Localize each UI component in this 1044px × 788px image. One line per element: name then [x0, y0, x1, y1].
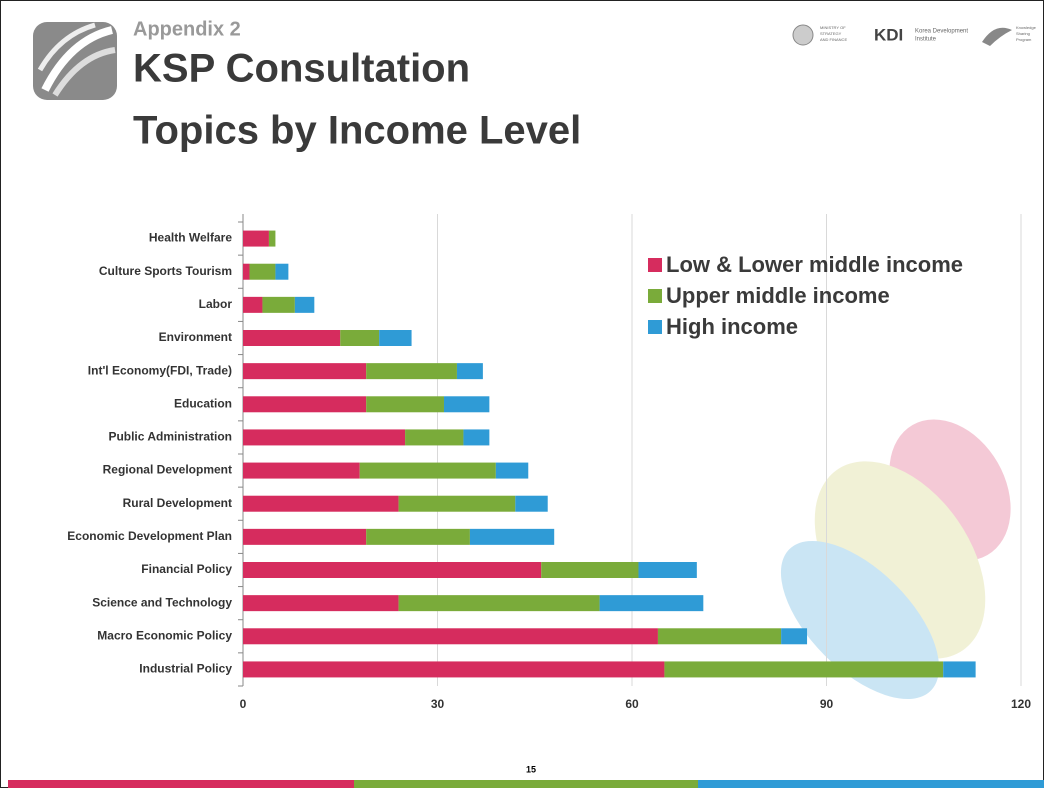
bar-segment	[275, 264, 288, 280]
y-tick-label: Int'l Economy(FDI, Trade)	[88, 363, 232, 377]
bar-segment	[541, 562, 638, 578]
ministry-emblem	[793, 25, 813, 45]
logo-text: Knowledge	[1016, 25, 1037, 30]
legend-swatch	[648, 289, 662, 303]
y-tick-label: Public Administration	[108, 430, 232, 444]
logo-text: Institute	[915, 37, 937, 43]
bar-segment	[515, 496, 547, 512]
bar-segment	[379, 330, 411, 346]
bar-segment	[360, 463, 496, 479]
bar-segment	[457, 363, 483, 379]
bar-segment	[781, 628, 807, 644]
y-tick-label: Health Welfare	[149, 231, 232, 245]
section-label: Appendix 2	[133, 18, 241, 40]
bar-segment	[600, 595, 704, 611]
bar-segment	[243, 297, 262, 313]
bar-segment	[243, 463, 360, 479]
bar-segment	[243, 529, 366, 545]
title-line: Topics by Income Level	[133, 109, 581, 153]
x-tick-label: 60	[625, 697, 639, 711]
bar-segment	[658, 628, 781, 644]
y-tick-label: Financial Policy	[141, 562, 232, 576]
bar-segment	[243, 396, 366, 412]
bar-segment	[262, 297, 294, 313]
bar-segment	[399, 595, 600, 611]
footer-strip	[354, 780, 698, 788]
bar-segment	[340, 330, 379, 346]
bar-segment	[399, 496, 516, 512]
y-tick-label: Labor	[199, 297, 233, 311]
bar-segment	[243, 429, 405, 445]
bar-segment	[243, 496, 399, 512]
bar-segment	[243, 595, 399, 611]
y-tick-label: Education	[174, 396, 232, 410]
bar-segment	[249, 264, 275, 280]
bar-segment	[444, 396, 489, 412]
legend-label: Low & Lower middle income	[666, 252, 963, 277]
bar-segment	[243, 363, 366, 379]
page-number: 15	[526, 764, 536, 774]
bar-segment	[243, 330, 340, 346]
legend-label: High income	[666, 314, 798, 339]
legend-swatch	[648, 258, 662, 272]
y-tick-label: Science and Technology	[92, 595, 232, 609]
x-tick-label: 0	[240, 697, 247, 711]
bar-segment	[638, 562, 696, 578]
logo-icon	[33, 22, 117, 100]
logo-text: Sharing	[1016, 31, 1030, 36]
footer-strip	[8, 780, 354, 788]
page: Appendix 2 KSP Consultation Topics by In…	[0, 0, 1044, 788]
bar-segment	[943, 661, 975, 677]
logo-text: STRATEGY	[820, 31, 842, 36]
bar-segment	[295, 297, 314, 313]
bar-segment	[243, 562, 541, 578]
bar-segment	[243, 231, 269, 247]
logo-text: Program	[1016, 37, 1032, 42]
bar-segment	[366, 363, 457, 379]
bar-segment	[243, 628, 658, 644]
bar-segment	[470, 529, 554, 545]
y-tick-label: Regional Development	[103, 463, 232, 477]
legend-swatch	[648, 320, 662, 334]
x-tick-label: 90	[820, 697, 834, 711]
bar-segment	[463, 429, 489, 445]
bar-segment	[243, 264, 249, 280]
kdi-logo: KDI	[874, 25, 903, 44]
bar-segment	[664, 661, 943, 677]
legend-label: Upper middle income	[666, 283, 890, 308]
y-tick-label: Environment	[159, 330, 232, 344]
bar-segment	[496, 463, 528, 479]
y-tick-label: Macro Economic Policy	[97, 628, 232, 642]
bar-segment	[366, 396, 444, 412]
y-tick-label: Rural Development	[123, 496, 232, 510]
logo-text: MINISTRY OF	[820, 25, 846, 30]
x-tick-label: 30	[431, 697, 445, 711]
bar-segment	[269, 231, 275, 247]
footer-strip	[698, 780, 1044, 788]
bar-segment	[405, 429, 463, 445]
bar-segment	[366, 529, 470, 545]
x-tick-label: 120	[1011, 697, 1031, 711]
title-line: KSP Consultation	[133, 47, 470, 91]
y-tick-label: Culture Sports Tourism	[99, 264, 232, 278]
y-tick-label: Economic Development Plan	[67, 529, 232, 543]
slide: Appendix 2 KSP Consultation Topics by In…	[0, 0, 1044, 788]
logo-text: Korea Development	[915, 29, 968, 35]
logo-text: AND FINANCE	[820, 37, 847, 42]
y-tick-label: Industrial Policy	[139, 662, 232, 676]
bar-segment	[243, 661, 664, 677]
